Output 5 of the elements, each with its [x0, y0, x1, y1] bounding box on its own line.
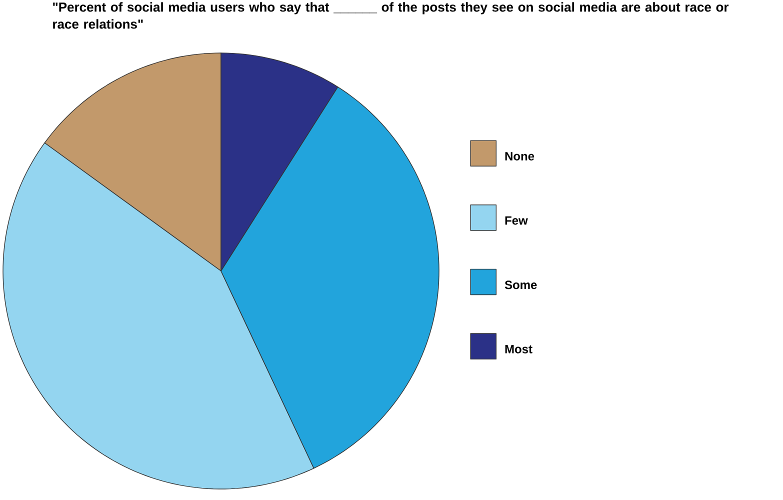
- legend-label: Most: [505, 345, 532, 354]
- legend-label: Some: [504, 280, 537, 290]
- chart-title: "Percent of social media users who say that ______ of the posts they see on social media are about race or race relations": [53, 2, 729, 29]
- legend-label: Few: [505, 216, 528, 225]
- legend-label: None: [505, 152, 534, 160]
